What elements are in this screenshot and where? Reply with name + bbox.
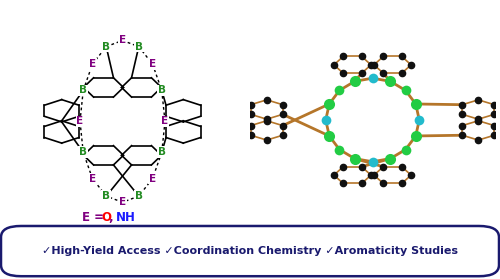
Text: B: B (135, 42, 143, 52)
Text: B: B (135, 191, 143, 201)
Text: E: E (149, 174, 156, 184)
Text: B: B (102, 42, 110, 52)
Text: E: E (149, 59, 156, 69)
Text: E =: E = (82, 211, 108, 224)
Text: N: N (116, 211, 126, 224)
Text: ✓High-Yield Access ✓Coordination Chemistry ✓Aromaticity Studies: ✓High-Yield Access ✓Coordination Chemist… (42, 246, 458, 256)
Text: E: E (119, 197, 126, 207)
Text: ,: , (109, 211, 118, 224)
Text: B: B (158, 85, 166, 95)
Text: E: E (162, 116, 168, 126)
Text: E: E (76, 116, 84, 126)
Text: H: H (125, 211, 135, 224)
Text: O: O (102, 211, 112, 224)
Text: B: B (102, 191, 110, 201)
Text: E: E (89, 59, 96, 69)
Text: B: B (158, 147, 166, 157)
Text: E: E (89, 174, 96, 184)
Text: E: E (119, 35, 126, 45)
Text: B: B (79, 147, 87, 157)
Text: B: B (79, 85, 87, 95)
FancyBboxPatch shape (1, 226, 499, 276)
